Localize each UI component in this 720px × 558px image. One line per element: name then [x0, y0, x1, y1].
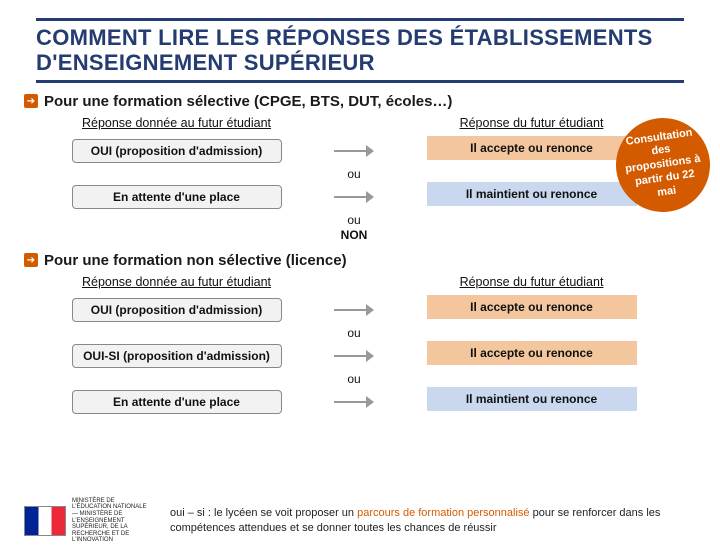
right-header: Réponse du futur étudiant — [379, 275, 684, 289]
arrow-icon — [334, 189, 374, 205]
left-header: Réponse donnée au futur étudiant — [24, 275, 329, 289]
arrow-icon — [334, 394, 374, 410]
response-given: OUI (proposition d'admission) — [72, 298, 282, 322]
section-selective: ➔ Pour une formation sélective (CPGE, BT… — [24, 93, 684, 242]
footnote: oui – si : le lycéen se voit proposer un… — [170, 506, 684, 536]
ministry-text: MINISTÈRE DE L'ÉDUCATION NATIONALE — MIN… — [72, 498, 152, 544]
tail: NON — [24, 228, 684, 242]
connector: ou — [24, 167, 684, 181]
student-response: Il accepte ou renonce — [427, 341, 637, 365]
columns: Réponse donnée au futur étudiant Réponse… — [24, 116, 684, 136]
page-title: COMMENT LIRE LES RÉPONSES DES ÉTABLISSEM… — [36, 25, 684, 76]
logo-block: MINISTÈRE DE L'ÉDUCATION NATIONALE — MIN… — [24, 498, 152, 544]
footnote-highlight: parcours de formation personnalisé — [357, 507, 529, 519]
response-given: En attente d'une place — [72, 390, 282, 414]
response-given: En attente d'une place — [72, 185, 282, 209]
arrow-icon — [334, 348, 374, 364]
section-title: Pour une formation non sélective (licenc… — [44, 252, 347, 269]
rows: OUI (proposition d'admission) Il accepte… — [24, 295, 684, 417]
row: OUI-SI (proposition d'admission) Il acce… — [24, 341, 684, 371]
rows: OUI (proposition d'admission) Il accepte… — [24, 136, 684, 242]
arrow-icon — [334, 302, 374, 318]
section-head: ➔ Pour une formation sélective (CPGE, BT… — [24, 93, 684, 110]
connector: ou — [24, 372, 684, 386]
student-response: Il maintient ou renonce — [427, 182, 637, 206]
footer: MINISTÈRE DE L'ÉDUCATION NATIONALE — MIN… — [24, 498, 684, 544]
response-given: OUI (proposition d'admission) — [72, 139, 282, 163]
row: OUI (proposition d'admission) Il accepte… — [24, 136, 684, 166]
row: En attente d'une place Il maintient ou r… — [24, 182, 684, 212]
right-col: Réponse du futur étudiant — [379, 275, 684, 295]
section-title: Pour une formation sélective (CPGE, BTS,… — [44, 93, 452, 110]
section-head: ➔ Pour une formation non sélective (lice… — [24, 252, 684, 269]
row: En attente d'une place Il maintient ou r… — [24, 387, 684, 417]
student-response: Il accepte ou renonce — [427, 295, 637, 319]
connector: ou — [24, 213, 684, 227]
left-header: Réponse donnée au futur étudiant — [24, 116, 329, 130]
section-non-selective: ➔ Pour une formation non sélective (lice… — [24, 252, 684, 417]
student-response: Il accepte ou renonce — [427, 136, 637, 160]
arrow-icon — [334, 143, 374, 159]
arrow-icon: ➔ — [24, 253, 38, 267]
left-col: Réponse donnée au futur étudiant — [24, 116, 329, 136]
response-given: OUI-SI (proposition d'admission) — [72, 344, 282, 368]
connector: ou — [24, 326, 684, 340]
flag-icon — [24, 506, 66, 536]
left-col: Réponse donnée au futur étudiant — [24, 275, 329, 295]
row: OUI (proposition d'admission) Il accepte… — [24, 295, 684, 325]
footnote-pre: oui – si : le lycéen se voit proposer un — [170, 507, 357, 519]
columns: Réponse donnée au futur étudiant Réponse… — [24, 275, 684, 295]
title-bar: COMMENT LIRE LES RÉPONSES DES ÉTABLISSEM… — [36, 18, 684, 83]
arrow-icon: ➔ — [24, 94, 38, 108]
student-response: Il maintient ou renonce — [427, 387, 637, 411]
